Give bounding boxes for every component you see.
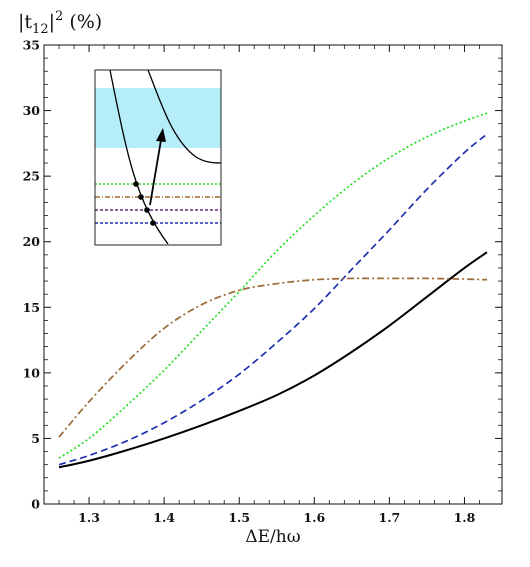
inset-point [150,220,156,226]
x-tick-label: 1.7 [379,510,401,525]
y-tick-label: 35 [23,38,40,53]
x-tick-label: 1.8 [454,510,476,525]
inset-frame [94,69,222,246]
y-axis-title-mid: | [49,11,55,33]
series-layer [58,112,488,469]
x-tick-label: 1.4 [153,510,175,525]
plot-frame [43,44,503,505]
y-tick-label: 20 [23,234,41,249]
x-tick-label: 1.6 [303,510,325,525]
series-line-dotted [58,112,488,459]
x-axis-title: ΔE/hω [245,527,300,547]
y-tick-label: 5 [31,431,40,446]
y-axis-title-post: (%) [63,11,102,33]
inset-point [138,194,144,200]
tick-labels: 1.3 1.4 1.5 1.6 1.7 1.8 0 5 10 15 20 25 30 35 [23,38,476,526]
inset-arrow-shaft [149,139,162,206]
y-axis-title-pre: |t [18,11,32,33]
y-tick-label: 0 [31,497,40,512]
inset-potential-curve-left [109,69,169,245]
ticks [44,44,502,505]
inset-potential-curve-right [147,69,222,164]
y-tick-label: 10 [23,365,41,380]
y-axis-title-sub: 12 [32,22,49,37]
y-axis-title-sup: 2 [55,9,63,24]
inset-diagram [94,69,222,246]
inset-point [133,181,139,187]
y-axis-title: |t12|2 (%) [18,9,102,37]
y-tick-label: 15 [23,300,40,315]
inset-point [144,207,150,213]
series-line-dash-dot [58,277,488,438]
series-line-solid [58,251,488,469]
y-tick-label: 30 [23,103,41,118]
y-tick-label: 25 [23,169,40,184]
x-tick-label: 1.5 [228,510,250,525]
x-tick-label: 1.3 [78,510,100,525]
series-line-dashed [58,133,488,466]
inset-arrow-head [156,128,166,142]
